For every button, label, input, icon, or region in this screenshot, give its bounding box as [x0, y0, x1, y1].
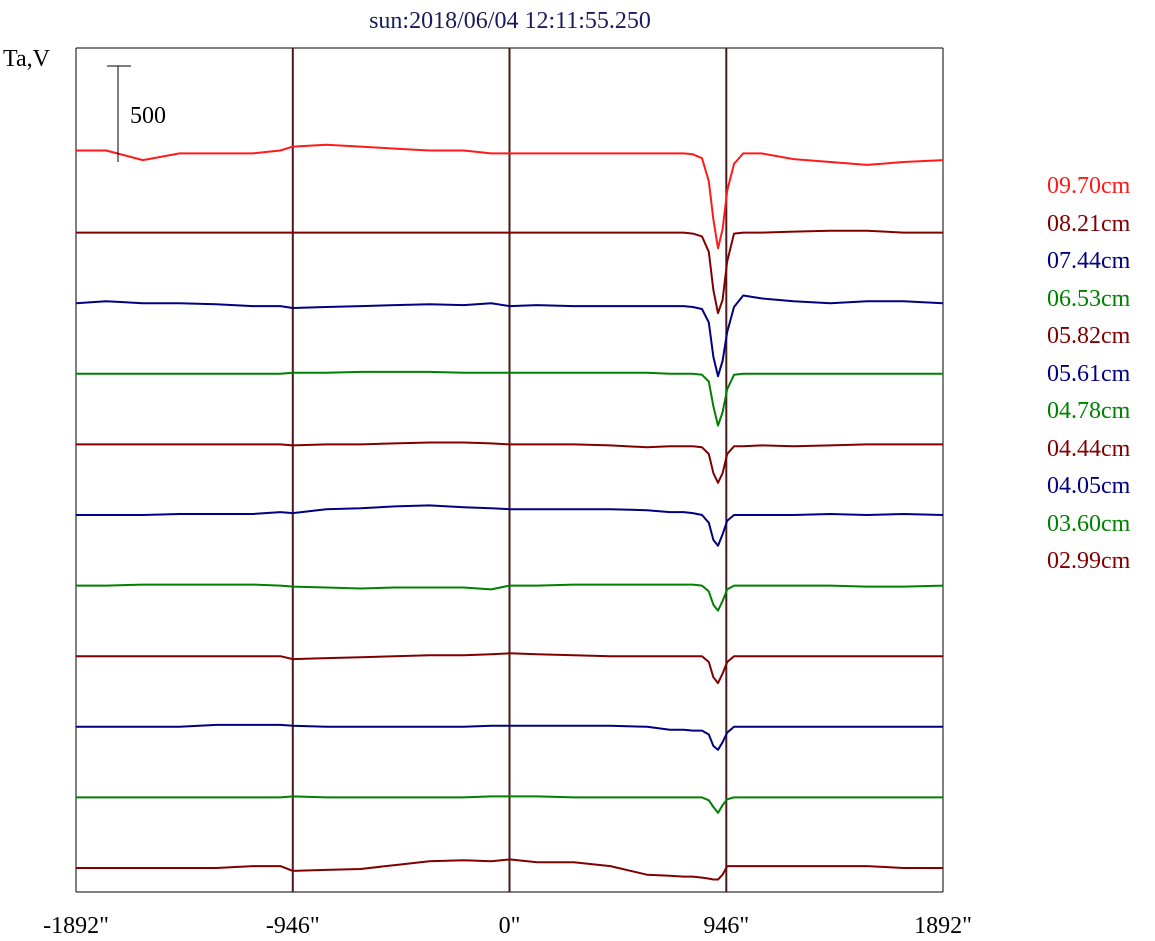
- x-tick-label-4: 1892": [914, 913, 972, 939]
- legend-item-04.78cm: 04.78cm: [1047, 398, 1131, 424]
- series-line-04.78cm: [76, 583, 944, 612]
- legend: 09.70cm 08.21cm 07.44cm 06.53cm 05.82cm 05.61…: [1047, 170, 1130, 583]
- x-tick-labels: -1892" -946" 0" 946" 1892": [43, 913, 972, 939]
- legend-item-05.61cm: 05.61cm: [1047, 360, 1131, 387]
- scale-bar-label: 500: [130, 103, 166, 129]
- series-line-02.99cm: [76, 858, 943, 881]
- scale-bar: 500: [107, 65, 166, 162]
- x-tick-label-0: -1892": [43, 913, 109, 939]
- series-line-03.60cm: [76, 795, 943, 814]
- series-line-09.70cm: [76, 143, 944, 250]
- legend-item-08.21cm: 08.21cm: [1047, 210, 1131, 237]
- legend-item-03.60cm: 03.60cm: [1047, 510, 1131, 537]
- x-tick-label-2: 0": [499, 913, 521, 939]
- vertical-markers: [291, 48, 728, 892]
- x-tick-label-3: 946": [703, 913, 749, 939]
- legend-item-04.44cm: 04.44cm: [1047, 435, 1131, 462]
- series-line-04.44cm: [76, 652, 943, 685]
- legend-item-05.82cm: 05.82cm: [1047, 323, 1131, 349]
- legend-item-04.05cm: 04.05cm: [1047, 473, 1131, 499]
- legend-item-07.44cm: 07.44cm: [1047, 248, 1131, 274]
- series-line-07.44cm: [75, 294, 944, 378]
- chart-title: sun:2018/06/04 12:11:55.250: [369, 8, 651, 34]
- legend-item-02.99cm: 02.99cm: [1047, 548, 1131, 574]
- legend-item-09.70cm: 09.70cm: [1047, 173, 1131, 199]
- series-line-06.53cm: [76, 370, 943, 427]
- x-tick-label-1: -946": [266, 913, 320, 939]
- series-traces: [75, 143, 944, 881]
- series-line-05.82cm: [76, 441, 943, 484]
- series-line-05.61cm: [76, 504, 944, 547]
- y-axis-label: Ta,V: [3, 46, 51, 72]
- series-line-08.21cm: [76, 229, 943, 315]
- series-line-04.05cm: [76, 723, 943, 751]
- legend-item-06.53cm: 06.53cm: [1047, 285, 1131, 312]
